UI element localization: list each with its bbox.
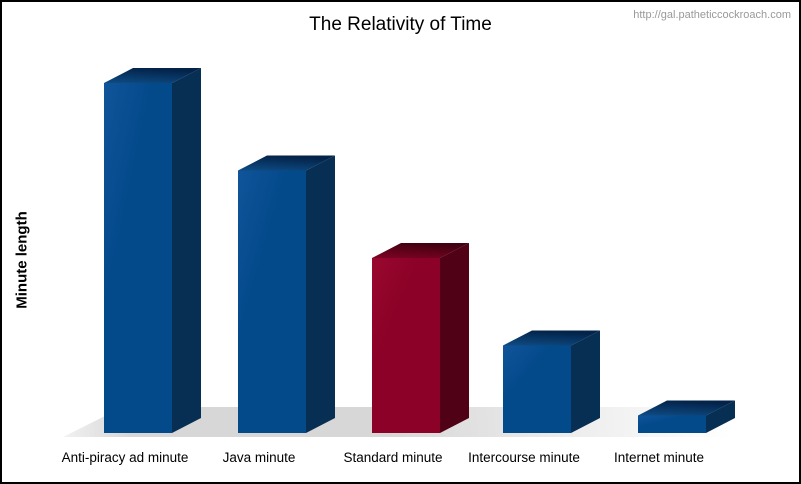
bar-intercourse-minute-side-face (571, 330, 600, 433)
bar-standard-minute-front-face (372, 258, 440, 433)
bar-intercourse-minute (503, 330, 600, 433)
bar-internet-minute-side-face (706, 400, 735, 433)
bar-anti-piracy-ad-minute-side-face (172, 68, 201, 433)
category-label-intercourse-minute: Intercourse minute (468, 450, 580, 465)
bar-standard-minute-top-face (372, 243, 469, 258)
bar-internet-minute-top-face (638, 400, 735, 416)
bar-anti-piracy-ad-minute (104, 68, 201, 433)
bar-java-minute-side-face (306, 155, 335, 433)
bar-standard-minute (372, 243, 469, 433)
bar-anti-piracy-ad-minute-top-face (104, 68, 201, 83)
bar-intercourse-minute-front-face (503, 345, 571, 433)
watermark-url: http://gal.patheticcockroach.com (633, 9, 791, 21)
chart-title: The Relativity of Time (309, 14, 492, 35)
category-label-java-minute: Java minute (223, 450, 296, 465)
bar-java-minute-front-face (238, 170, 306, 433)
bar-java-minute (238, 155, 335, 433)
bar-intercourse-minute-top-face (503, 330, 600, 346)
bar-standard-minute-side-face (440, 243, 469, 433)
category-label-standard-minute: Standard minute (343, 450, 442, 465)
bar-internet-minute (638, 400, 735, 433)
bar-java-minute-top-face (238, 155, 335, 171)
category-label-internet-minute: Internet minute (614, 450, 704, 465)
bar-internet-minute-front-face (638, 415, 706, 433)
bar-anti-piracy-ad-minute-front-face (104, 83, 172, 433)
category-label-anti-piracy-ad-minute: Anti-piracy ad minute (62, 450, 189, 465)
